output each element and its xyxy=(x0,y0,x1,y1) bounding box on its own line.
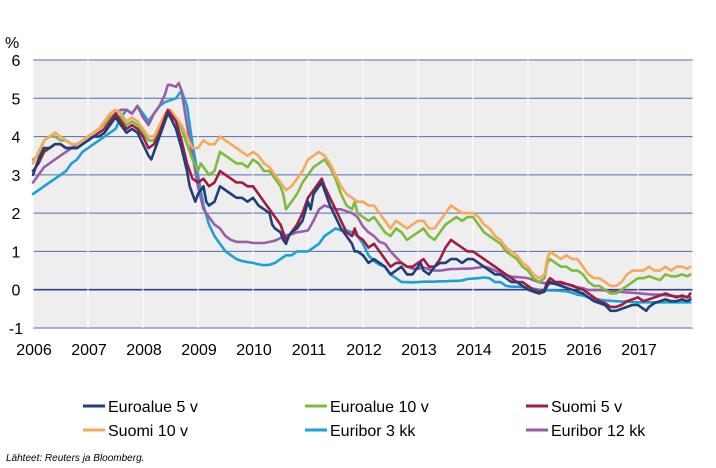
x-tick-label: 2008 xyxy=(126,342,162,359)
y-tick-label: 1 xyxy=(12,244,21,261)
x-tick-label: 2017 xyxy=(621,342,657,359)
x-tick-label: 2014 xyxy=(456,342,492,359)
x-tick-label: 2010 xyxy=(236,342,272,359)
series-line-euroalue-5-v xyxy=(31,112,692,313)
y-tick-label: 0 xyxy=(12,283,21,300)
y-tick-label: 5 xyxy=(12,91,21,108)
y-tick-label: 3 xyxy=(12,168,21,185)
legend-label: Suomi 5 v xyxy=(551,399,622,416)
x-tick-label: 2013 xyxy=(401,342,437,359)
legend-label: Euribor 12 kk xyxy=(551,423,646,440)
x-tick-label: 2006 xyxy=(16,342,52,359)
y-tick-label: 6 xyxy=(12,53,21,70)
x-tick-label: 2011 xyxy=(292,342,327,359)
y-tick-label: 2 xyxy=(12,206,21,223)
x-tick-label: 2012 xyxy=(346,342,382,359)
legend-label: Suomi 10 v xyxy=(108,423,188,440)
x-tick-label: 2009 xyxy=(181,342,217,359)
source-note: Lähteet: Reuters ja Bloomberg. xyxy=(6,453,145,464)
x-tick-label: 2007 xyxy=(71,342,107,359)
series-line-euroalue-10-v xyxy=(31,112,692,295)
legend-label: Euroalue 5 v xyxy=(108,399,198,416)
legend-label: Euribor 3 kk xyxy=(330,423,416,440)
legend-label: Euroalue 10 v xyxy=(330,399,429,416)
series-line-suomi-5-v xyxy=(31,108,692,309)
y-axis-unit: % xyxy=(5,35,19,52)
x-tick-label: 2016 xyxy=(566,342,602,359)
y-tick-label: -1 xyxy=(9,321,23,338)
x-tick-label: 2015 xyxy=(511,342,547,359)
y-tick-label: 4 xyxy=(12,130,21,147)
series-line-suomi-10-v xyxy=(31,108,692,288)
